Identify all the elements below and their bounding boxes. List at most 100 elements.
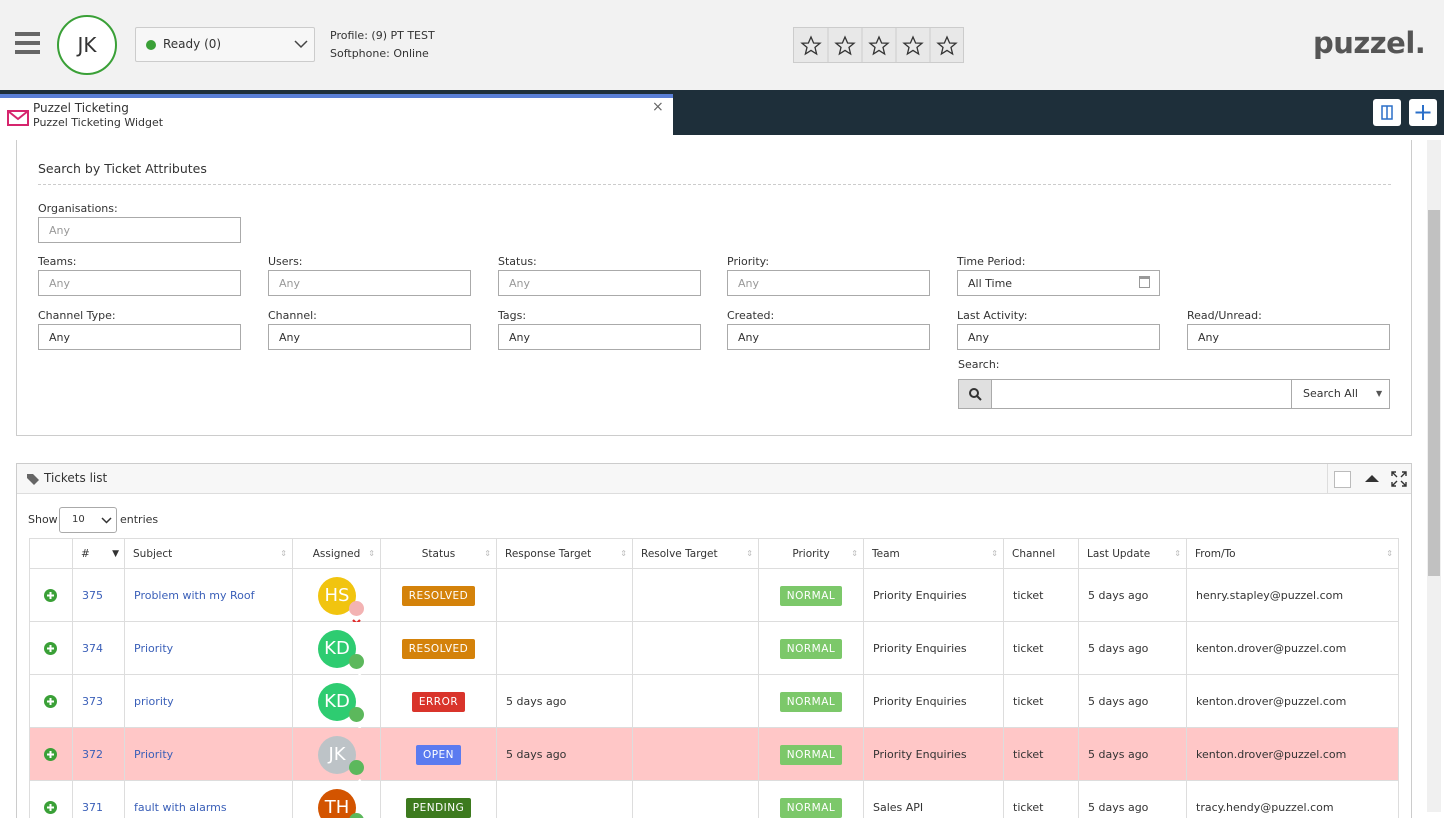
table-row[interactable]: 375 Problem with my Roof HS RESOLVED NORMAL P… bbox=[30, 569, 1399, 622]
last-update: 5 days ago bbox=[1088, 642, 1149, 655]
sort-icon[interactable]: ⇕ bbox=[484, 549, 491, 558]
table-row[interactable]: 373 priority KD ERROR 5 days ago NORMAL Priori… bbox=[30, 675, 1399, 728]
table-row[interactable]: 374 Priority KD RESOLVED NORMAL Priority Enqu… bbox=[30, 622, 1399, 675]
field-label: Organisations: bbox=[38, 202, 118, 215]
add-button[interactable] bbox=[1409, 99, 1437, 126]
ticket-id[interactable]: 371 bbox=[82, 801, 103, 814]
row-cell bbox=[633, 781, 759, 818]
row-cell: 5 days ago bbox=[1079, 569, 1187, 622]
table-header: # ▼ Subject ⇕ Assigned ⇕ Status ⇕ Response Targe… bbox=[30, 539, 1399, 569]
field-input[interactable]: Any bbox=[38, 217, 241, 243]
table-row[interactable]: 372 Priority JK OPEN 5 days ago NORMAL Priorit… bbox=[30, 728, 1399, 781]
layout-button[interactable] bbox=[1373, 99, 1401, 126]
sort-icon[interactable]: ⇕ bbox=[746, 549, 753, 558]
column-header[interactable]: Resolve Target ⇕ bbox=[633, 539, 759, 569]
status-dropdown[interactable]: Ready (0) bbox=[135, 27, 315, 62]
field-input[interactable]: Any bbox=[38, 324, 241, 350]
field-value: Any bbox=[509, 277, 531, 290]
assignee-avatar: TH bbox=[318, 789, 356, 818]
sort-icon[interactable]: ⇕ bbox=[368, 549, 375, 558]
check-badge bbox=[349, 707, 364, 728]
field-input[interactable]: Any bbox=[268, 270, 471, 296]
subject[interactable]: Problem with my Roof bbox=[134, 589, 255, 602]
column-header[interactable]: Team ⇕ bbox=[864, 539, 1004, 569]
column-header[interactable]: Response Target ⇕ bbox=[497, 539, 633, 569]
subject[interactable]: fault with alarms bbox=[134, 801, 227, 814]
row-cell: 5 days ago bbox=[1079, 781, 1187, 818]
expand-icon[interactable] bbox=[44, 695, 57, 708]
channel: ticket bbox=[1013, 801, 1044, 814]
last-update: 5 days ago bbox=[1088, 748, 1149, 761]
divider bbox=[38, 184, 1391, 185]
subject[interactable]: Priority bbox=[134, 748, 174, 761]
row-cell: ticket bbox=[1004, 622, 1079, 675]
expand-icon[interactable] bbox=[44, 589, 57, 602]
tab-title: Puzzel Ticketing bbox=[33, 101, 129, 115]
subject[interactable]: priority bbox=[134, 695, 174, 708]
page-size[interactable]: 10 bbox=[59, 507, 117, 533]
row-cell: NORMAL bbox=[759, 569, 864, 622]
stars[interactable] bbox=[794, 28, 963, 62]
sort-icon[interactable]: ⇕ bbox=[1174, 549, 1181, 558]
column-header[interactable]: Channel bbox=[1004, 539, 1079, 569]
expand-icon[interactable] bbox=[44, 801, 57, 814]
sort-icon[interactable]: ⇕ bbox=[620, 549, 627, 558]
user-avatar[interactable]: JK bbox=[57, 15, 117, 75]
field-label: Status: bbox=[498, 255, 537, 268]
sort-icon[interactable]: ⇕ bbox=[1386, 549, 1393, 558]
sort-icon[interactable]: ⇕ bbox=[280, 549, 287, 558]
field-input[interactable]: Any bbox=[498, 270, 701, 296]
from-to: kenton.drover@puzzel.com bbox=[1196, 695, 1347, 708]
row-cell bbox=[633, 675, 759, 728]
column-header[interactable]: Subject ⇕ bbox=[125, 539, 293, 569]
search-scope[interactable]: Search All ▼ bbox=[1291, 380, 1390, 408]
subject[interactable]: Priority bbox=[134, 642, 174, 655]
ticket-id[interactable]: 374 bbox=[82, 642, 103, 655]
ticket-id[interactable]: 373 bbox=[82, 695, 103, 708]
menu-icon[interactable] bbox=[15, 32, 40, 54]
sort-icon[interactable]: ▼ bbox=[112, 549, 119, 559]
softphone: Softphone: Online bbox=[330, 47, 429, 60]
priority-badge: NORMAL bbox=[779, 745, 843, 765]
sort-icon[interactable]: ⇕ bbox=[991, 549, 998, 558]
row-cell: Sales API bbox=[864, 781, 1004, 818]
expand-icon[interactable] bbox=[44, 748, 57, 761]
sort-icon[interactable]: ⇕ bbox=[851, 549, 858, 558]
field-input[interactable]: Any bbox=[727, 270, 930, 296]
priority-badge: NORMAL bbox=[779, 586, 843, 606]
field-input[interactable]: Any bbox=[38, 270, 241, 296]
field-input[interactable]: Any bbox=[957, 324, 1160, 350]
field-label: Users: bbox=[268, 255, 303, 268]
ticket-id[interactable]: 375 bbox=[82, 589, 103, 602]
row-cell: 372 bbox=[73, 728, 125, 781]
column-header[interactable]: Status ⇕ bbox=[381, 539, 497, 569]
table-row[interactable]: 371 fault with alarms TH PENDING NORMAL Sales… bbox=[30, 781, 1399, 818]
row-cell: TH bbox=[293, 781, 381, 818]
tab-close[interactable]: × bbox=[652, 99, 664, 115]
field-input[interactable]: Any bbox=[268, 324, 471, 350]
field-input[interactable]: All Time bbox=[957, 270, 1160, 296]
column-header[interactable]: Assigned ⇕ bbox=[293, 539, 381, 569]
toggle-box[interactable] bbox=[1334, 471, 1351, 488]
search-box[interactable]: Search All ▼ bbox=[958, 379, 1390, 409]
field-input[interactable]: Any bbox=[498, 324, 701, 350]
entries-label: entries bbox=[120, 513, 159, 526]
ticket-id[interactable]: 372 bbox=[82, 748, 103, 761]
expand-icon[interactable] bbox=[44, 642, 57, 655]
fullscreen[interactable] bbox=[1391, 471, 1407, 487]
tab[interactable]: Puzzel Ticketing Puzzel Ticketing Widget… bbox=[0, 94, 673, 135]
column-header[interactable]: Priority ⇕ bbox=[759, 539, 864, 569]
column-header[interactable]: From/To ⇕ bbox=[1187, 539, 1399, 569]
collapse[interactable] bbox=[1364, 472, 1380, 486]
column-header[interactable]: Last Update ⇕ bbox=[1079, 539, 1187, 569]
field-input[interactable]: Any bbox=[1187, 324, 1390, 350]
row-cell: NORMAL bbox=[759, 675, 864, 728]
scroll-thumb[interactable] bbox=[1428, 210, 1440, 576]
row-cell: HS bbox=[293, 569, 381, 622]
scrollbar[interactable] bbox=[1427, 140, 1441, 812]
field-input[interactable]: Any bbox=[727, 324, 930, 350]
column-header[interactable]: # ▼ bbox=[73, 539, 125, 569]
from-to: kenton.drover@puzzel.com bbox=[1196, 748, 1347, 761]
row-cell bbox=[497, 622, 633, 675]
row-cell: kenton.drover@puzzel.com bbox=[1187, 622, 1399, 675]
